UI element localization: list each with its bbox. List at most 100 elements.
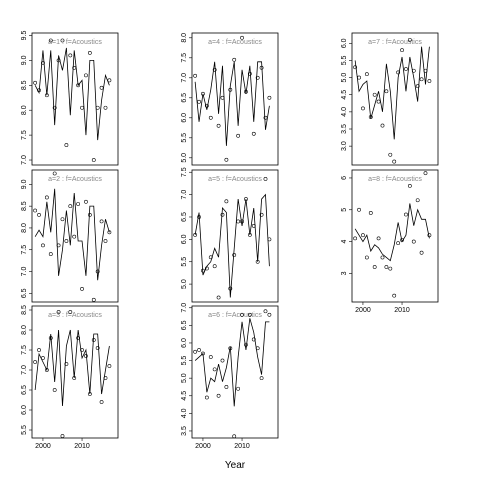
point xyxy=(361,106,365,111)
y-tick-label: 7.0 xyxy=(181,190,188,200)
point xyxy=(396,241,401,246)
point xyxy=(204,103,209,108)
point xyxy=(68,204,73,209)
y-tick-label: 8.0 xyxy=(181,33,188,43)
point xyxy=(64,239,69,243)
panel xyxy=(31,305,119,439)
point xyxy=(232,434,237,439)
y-tick-label: 3.5 xyxy=(181,426,188,436)
point xyxy=(396,70,401,75)
point xyxy=(216,295,221,300)
fitted-line xyxy=(194,193,270,298)
point xyxy=(84,354,88,358)
point xyxy=(380,123,385,128)
point xyxy=(411,239,416,244)
point xyxy=(384,89,389,94)
point xyxy=(388,152,393,157)
y-tick-label: 7.5 xyxy=(21,245,28,255)
y-tick-label: 5.5 xyxy=(181,133,188,143)
point xyxy=(33,360,38,364)
point xyxy=(267,95,272,100)
y-tick-label: 6.0 xyxy=(181,234,188,244)
point xyxy=(407,184,412,188)
y-tick-label: 8.0 xyxy=(21,325,28,335)
point xyxy=(99,85,104,90)
y-tick-label: 6.0 xyxy=(181,113,188,123)
point xyxy=(224,385,229,389)
fitted-line xyxy=(354,203,430,262)
y-tick-label: 8.0 xyxy=(21,105,28,115)
point xyxy=(60,434,65,438)
point xyxy=(244,342,248,347)
point xyxy=(240,219,244,224)
point xyxy=(87,51,92,55)
point xyxy=(220,358,225,363)
point xyxy=(48,252,53,256)
y-tick-label: 7.5 xyxy=(181,167,188,177)
panel-title: a=3 : f=Acoustics xyxy=(48,312,102,319)
y-tick-label: 5.5 xyxy=(21,425,28,435)
y-tick-label: 8.0 xyxy=(21,223,28,233)
point xyxy=(212,367,217,372)
point xyxy=(99,400,104,404)
y-tick-label: 5.5 xyxy=(181,257,188,267)
panel-title: a=1 : f=Acoustics xyxy=(48,39,102,46)
panel xyxy=(31,169,119,303)
point xyxy=(76,202,81,206)
y-tick-label: 5.0 xyxy=(181,279,188,289)
panel xyxy=(191,305,279,439)
y-tick-label: 3 xyxy=(341,271,348,275)
point xyxy=(423,171,428,176)
point xyxy=(419,77,424,82)
point xyxy=(407,37,412,42)
point xyxy=(240,312,244,317)
y-tick-label: 7.0 xyxy=(21,365,28,375)
point xyxy=(236,219,241,224)
point xyxy=(224,157,229,162)
point xyxy=(60,38,65,43)
point xyxy=(80,287,84,291)
panel xyxy=(31,32,119,166)
point xyxy=(208,115,213,120)
y-tick-label: 6.5 xyxy=(181,320,188,330)
point xyxy=(415,198,420,203)
point xyxy=(419,250,424,255)
point xyxy=(68,53,73,58)
point xyxy=(240,35,244,40)
point xyxy=(204,395,209,400)
point xyxy=(251,131,256,136)
point xyxy=(64,143,69,147)
point xyxy=(353,65,358,70)
point xyxy=(427,79,432,83)
point xyxy=(232,57,237,62)
point xyxy=(208,355,213,359)
point xyxy=(263,177,268,181)
point xyxy=(259,212,264,217)
point xyxy=(224,199,229,204)
point xyxy=(197,348,201,352)
point xyxy=(64,362,69,366)
point xyxy=(216,123,221,128)
point xyxy=(99,219,104,224)
x-tick-label: 2010 xyxy=(74,443,90,450)
y-tick-label: 7.0 xyxy=(21,155,28,165)
point xyxy=(80,105,84,110)
point xyxy=(251,337,256,342)
panel-title: a=8 : f=Acoustics xyxy=(368,176,422,183)
point xyxy=(84,199,88,204)
fitted-line xyxy=(194,318,270,407)
point xyxy=(103,239,108,243)
y-tick-label: 3.5 xyxy=(341,124,348,134)
y-tick-label: 7.5 xyxy=(21,345,28,355)
point xyxy=(84,73,88,78)
point xyxy=(52,388,57,392)
y-tick-label: 6 xyxy=(341,176,348,180)
point xyxy=(372,265,377,269)
y-tick-label: 4.0 xyxy=(341,107,348,117)
point xyxy=(364,72,369,77)
point xyxy=(384,265,389,269)
y-tick-label: 4.0 xyxy=(181,408,188,418)
point xyxy=(91,297,96,302)
x-tick-label: 2000 xyxy=(355,307,371,314)
point xyxy=(247,71,252,76)
